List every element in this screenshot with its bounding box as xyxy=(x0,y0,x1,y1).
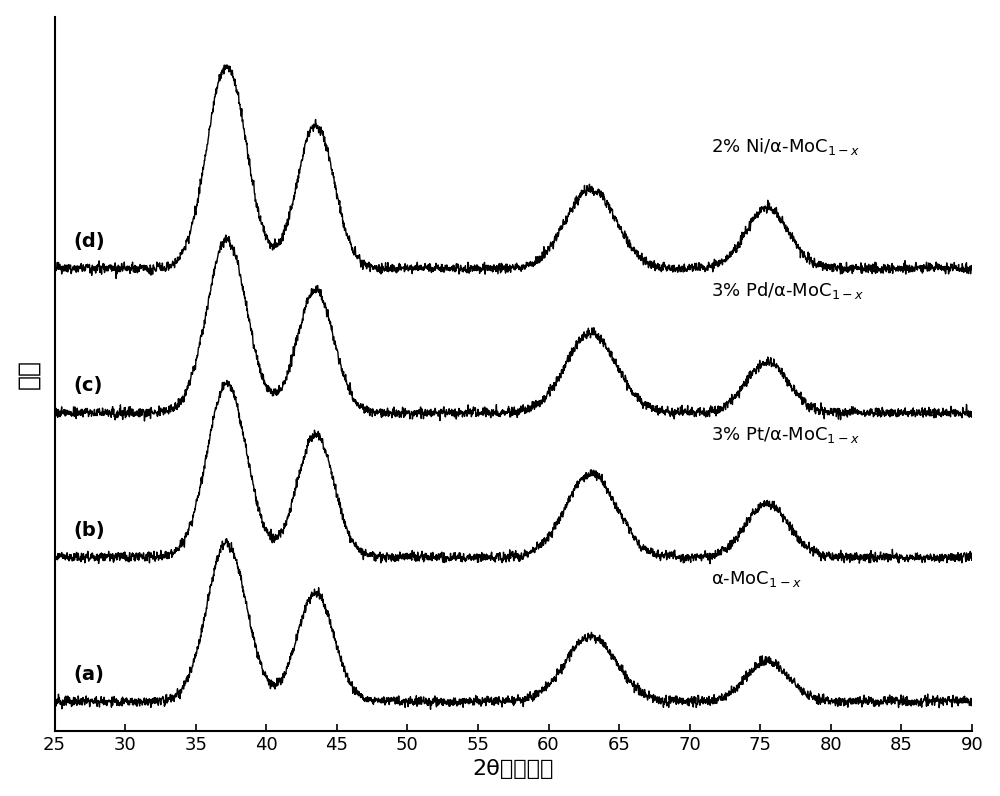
Y-axis label: 强度: 强度 xyxy=(17,359,41,388)
Text: (c): (c) xyxy=(73,377,102,396)
Text: 2% Ni/α-MoC$_{1-x}$: 2% Ni/α-MoC$_{1-x}$ xyxy=(711,136,860,157)
Text: 3% Pd/α-MoC$_{1-x}$: 3% Pd/α-MoC$_{1-x}$ xyxy=(711,280,864,302)
Text: α-MoC$_{1-x}$: α-MoC$_{1-x}$ xyxy=(711,569,802,589)
Text: (d): (d) xyxy=(73,232,105,252)
Text: 3% Pt/α-MoC$_{1-x}$: 3% Pt/α-MoC$_{1-x}$ xyxy=(711,425,860,445)
X-axis label: 2θ（角度）: 2θ（角度） xyxy=(473,759,554,779)
Text: (a): (a) xyxy=(73,665,104,684)
Text: (b): (b) xyxy=(73,521,105,540)
